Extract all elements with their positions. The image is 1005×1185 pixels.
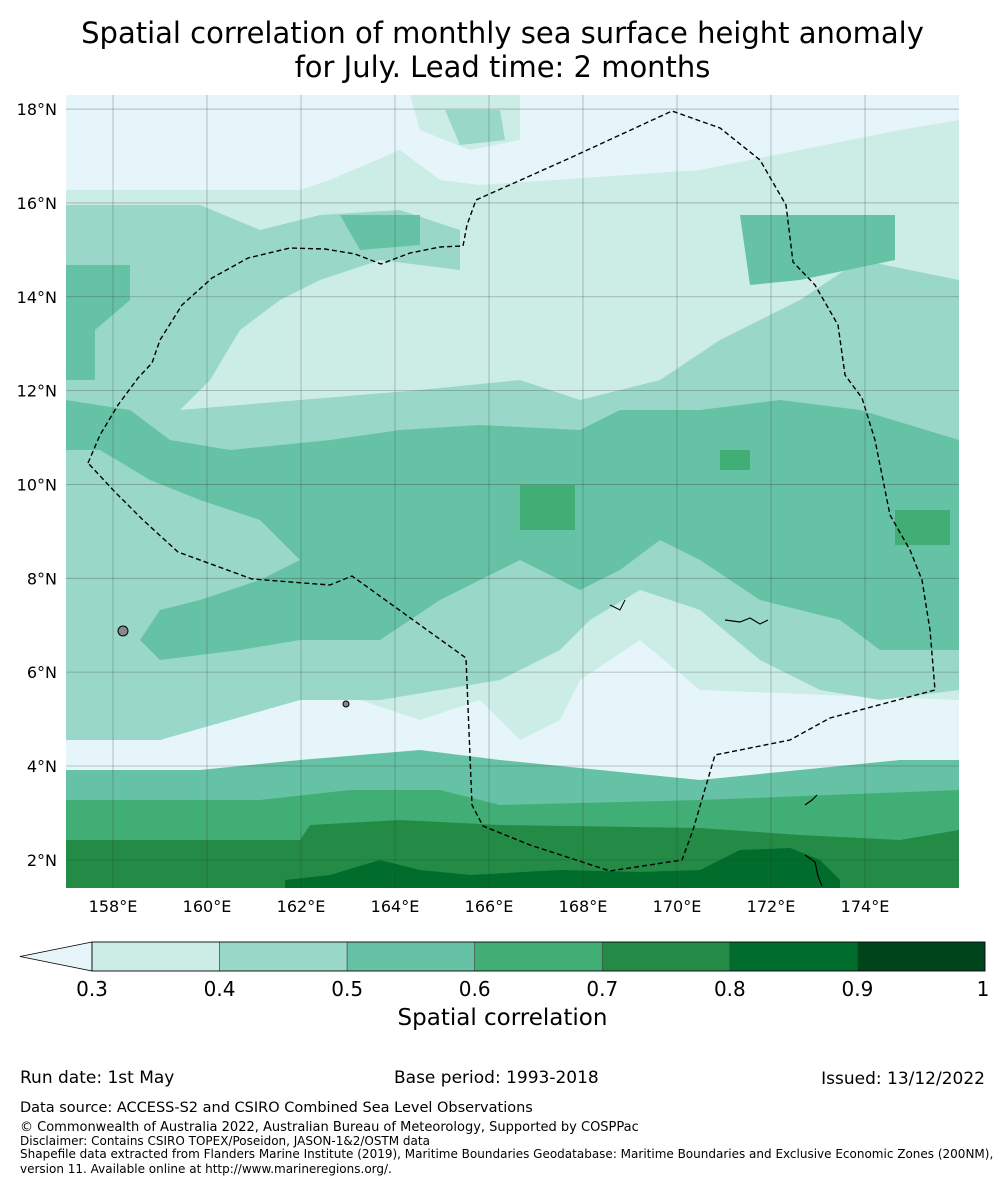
- field-band-0.4-north: [445, 110, 505, 145]
- graticule: [66, 95, 959, 888]
- colorbar-segment: [729, 941, 858, 972]
- colorbar-segment: [346, 941, 476, 972]
- latitude-ticks: 18°N 16°N 14°N 12°N 10°N 8°N 6°N 4°N 2°N: [17, 100, 57, 870]
- lat-tick-label: 10°N: [17, 475, 57, 494]
- lat-tick-label: 8°N: [27, 569, 57, 588]
- lon-tick-label: 164°E: [371, 897, 420, 916]
- atoll-reef: [724, 617, 769, 625]
- colorbar-tick-label: 0.4: [204, 977, 236, 1001]
- longitude-ticks: 158°E 160°E 162°E 164°E 166°E 168°E 170°E 172°E…: [89, 897, 890, 916]
- data-source: Data source: ACCESS-S2 and CSIRO Combine…: [20, 1100, 533, 1116]
- colorbar-tick-label: 0.7: [586, 977, 618, 1001]
- lon-tick-label: 166°E: [465, 897, 514, 916]
- colorbar-segment: [601, 941, 731, 972]
- lon-tick-label: 158°E: [89, 897, 138, 916]
- lat-tick-label: 6°N: [27, 663, 57, 682]
- issued-date: Issued: 13/12/2022: [821, 1069, 985, 1089]
- lat-tick-label: 4°N: [27, 757, 57, 776]
- shapefile-credit-2: version 11. Available online at http://w…: [20, 1162, 392, 1176]
- lat-tick-label: 12°N: [17, 382, 57, 401]
- colorbar-tick-label: 0.5: [331, 977, 363, 1001]
- colorbar-tick-label: 0.3: [76, 977, 108, 1001]
- lon-tick-label: 168°E: [559, 897, 608, 916]
- atoll-reef-3: [804, 794, 818, 806]
- correlation-field: [66, 95, 959, 888]
- lat-tick-label: 18°N: [17, 100, 57, 119]
- colorbar-segment: [857, 941, 986, 972]
- colorbar-segment: [91, 941, 220, 972]
- base-period: Base period: 1993-2018: [394, 1068, 599, 1088]
- atoll-reef-2: [804, 854, 823, 887]
- lon-tick-label: 160°E: [183, 897, 232, 916]
- colorbar-extend-arrow: [19, 941, 93, 972]
- colorbar-tick-label: 1: [977, 977, 990, 1001]
- colorbar-frame: [91, 941, 986, 972]
- colorbar: 0.3 0.4 0.5 0.6 0.7 0.8 0.9 1: [19, 941, 990, 1001]
- copyright: © Commonwealth of Australia 2022, Austra…: [20, 1120, 639, 1135]
- lat-tick-label: 2°N: [27, 851, 57, 870]
- field-band-0.5: [66, 215, 959, 660]
- colorbar-tick-label: 0.8: [714, 977, 746, 1001]
- title-line-1: Spatial correlation of monthly sea surfa…: [81, 16, 924, 50]
- atoll-reef-4: [609, 599, 626, 611]
- title-line-2: for July. Lead time: 2 months: [294, 50, 711, 84]
- run-date: Run date: 1st May: [20, 1068, 175, 1088]
- colorbar-segment: [474, 941, 603, 972]
- lon-tick-label: 174°E: [841, 897, 890, 916]
- field-band-0.8: [285, 848, 840, 888]
- colorbar-segment: [219, 941, 348, 972]
- island-pohnpei: [117, 625, 129, 637]
- lon-tick-label: 172°E: [747, 897, 796, 916]
- shapefile-credit-1: Shapefile data extracted from Flanders M…: [20, 1147, 994, 1161]
- colorbar-label: Spatial correlation: [397, 1005, 608, 1031]
- map-title: Spatial correlation of monthly sea surfa…: [0, 16, 1005, 84]
- island-kosrae: [342, 700, 350, 708]
- lat-tick-label: 14°N: [17, 288, 57, 307]
- lat-tick-label: 16°N: [17, 194, 57, 213]
- lon-tick-label: 162°E: [277, 897, 326, 916]
- disclaimer: Disclaimer: Contains CSIRO TOPEX/Poseido…: [20, 1134, 430, 1148]
- lon-tick-label: 170°E: [653, 897, 702, 916]
- colorbar-tick-label: 0.6: [459, 977, 491, 1001]
- colorbar-tick-label: 0.9: [842, 977, 874, 1001]
- eez-boundary: [87, 110, 936, 872]
